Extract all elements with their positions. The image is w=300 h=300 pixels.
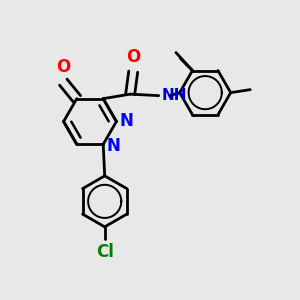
Text: O: O: [126, 48, 140, 66]
Text: O: O: [56, 58, 70, 76]
Text: Cl: Cl: [96, 243, 114, 261]
Text: NH: NH: [162, 88, 187, 103]
Text: N: N: [119, 112, 133, 130]
Text: N: N: [107, 137, 121, 155]
